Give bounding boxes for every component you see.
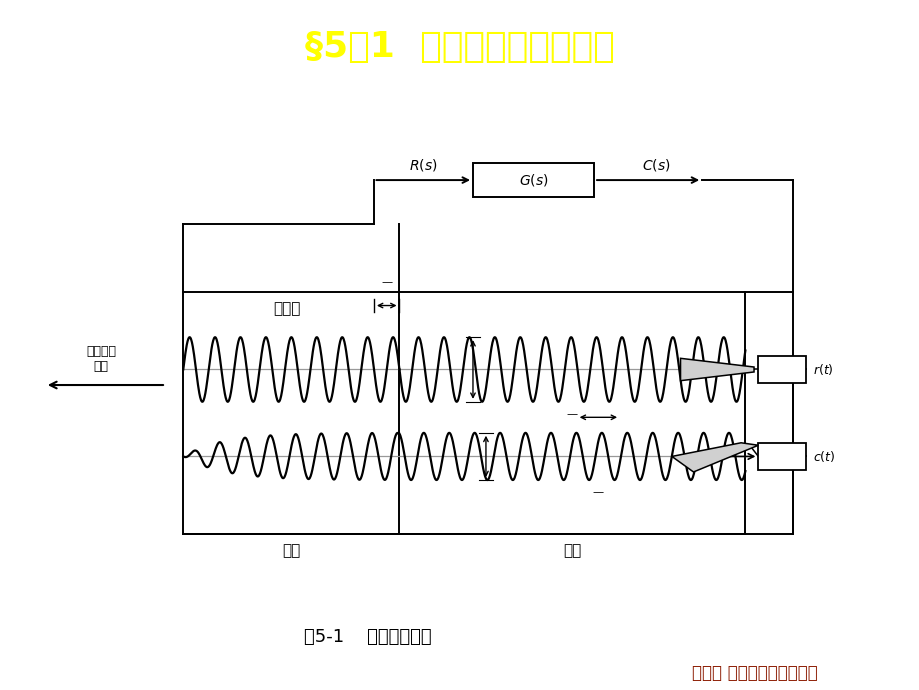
Polygon shape (680, 358, 754, 381)
Text: $R(s)$: $R(s)$ (409, 157, 437, 172)
Text: 瞬态: 瞬态 (282, 544, 301, 558)
Text: $r(t)$: $r(t)$ (812, 362, 833, 377)
Text: 方向: 方向 (94, 359, 108, 373)
Text: $G(s)$: $G(s)$ (518, 172, 548, 188)
Text: 第五章 控制系统的频域分析: 第五章 控制系统的频域分析 (691, 664, 816, 682)
Bar (472, 163, 594, 197)
Text: —: — (380, 277, 391, 287)
Bar (757, 443, 805, 470)
Text: —: — (592, 487, 603, 497)
Text: §5－1  频率特性的基本概念: §5－1 频率特性的基本概念 (305, 30, 614, 63)
Text: 纸带运动: 纸带运动 (86, 345, 116, 358)
Text: 稳态: 稳态 (562, 544, 581, 558)
Text: $c(t)$: $c(t)$ (812, 449, 834, 464)
Polygon shape (671, 443, 757, 472)
Text: $C(s)$: $C(s)$ (641, 157, 670, 172)
Text: —: — (566, 409, 577, 420)
Text: 记录纸: 记录纸 (273, 302, 301, 316)
Bar (757, 356, 805, 383)
Text: 图5-1    频率响应图示: 图5-1 频率响应图示 (304, 627, 431, 646)
